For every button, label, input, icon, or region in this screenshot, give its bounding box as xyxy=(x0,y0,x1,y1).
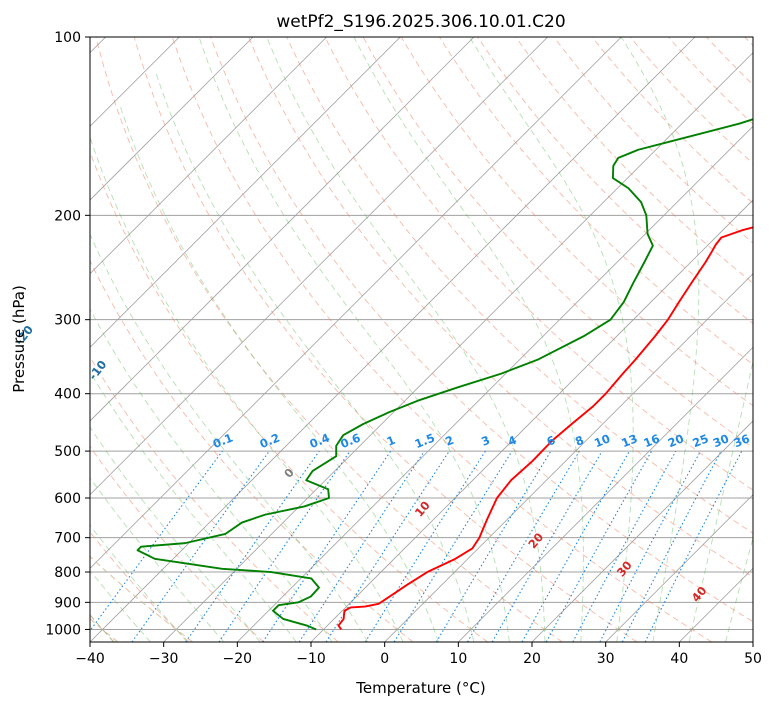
y-tick-label: 100 xyxy=(54,30,81,46)
x-tick-label: 50 xyxy=(744,651,762,667)
x-tick-label: −20 xyxy=(223,651,253,667)
y-tick-label: 500 xyxy=(54,444,81,460)
y-tick-label: 700 xyxy=(54,531,81,547)
chart-title: wetPf2_S196.2025.306.10.01.C20 xyxy=(276,12,565,32)
y-tick-label: 200 xyxy=(54,208,81,224)
x-tick-label: 40 xyxy=(670,651,688,667)
y-tick-label: 800 xyxy=(54,565,81,581)
y-tick-label: 400 xyxy=(54,387,81,403)
y-tick-label: 600 xyxy=(54,491,81,507)
y-tick-label: 1000 xyxy=(45,622,81,638)
x-tick-label: 20 xyxy=(523,651,541,667)
x-tick-label: 0 xyxy=(380,651,389,667)
y-axis-title: Pressure (hPa) xyxy=(10,285,28,393)
x-axis-title: Temperature (°C) xyxy=(355,679,485,697)
y-tick-label: 900 xyxy=(54,595,81,611)
x-tick-label: 30 xyxy=(597,651,615,667)
x-tick-label: −30 xyxy=(149,651,179,667)
y-tick-label: 300 xyxy=(54,313,81,329)
x-tick-label: −10 xyxy=(296,651,326,667)
x-tick-label: −40 xyxy=(75,651,105,667)
x-tick-label: 10 xyxy=(449,651,467,667)
